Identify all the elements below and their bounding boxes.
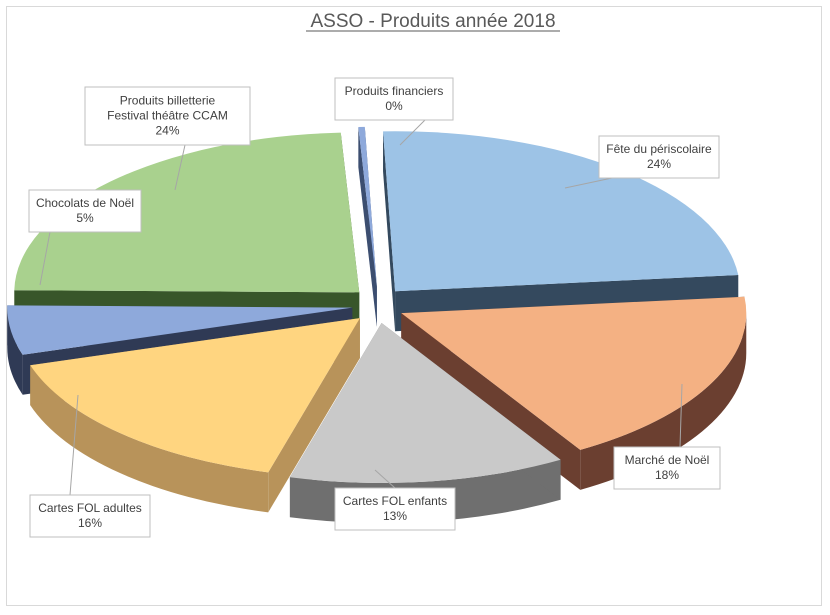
data-label-value-produits-billetterie-festival-theatre-ccam: 24% (155, 124, 179, 138)
data-label-name-produits-billetterie-festival-theatre-ccam-1: Festival théâtre CCAM (107, 109, 228, 123)
data-label-name-cartes-fol-adultes-0: Cartes FOL adultes (38, 501, 142, 515)
leader-lines (39, 119, 683, 496)
data-label-value-produits-financiers: 0% (385, 99, 403, 113)
data-label-name-chocolats-de-noel-0: Chocolats de Noël (36, 196, 134, 210)
callout-box-chocolats-de-noel (28, 189, 142, 233)
callout-box-cartes-fol-enfants (334, 487, 456, 531)
pie-tops (7, 126, 747, 484)
callout-box-produits-billetterie-festival-theatre-ccam (84, 86, 251, 146)
leader-line-cartes-fol-enfants (374, 469, 396, 489)
callout-box-produits-financiers (334, 77, 454, 121)
slice-chocolats-de-noel (7, 305, 353, 355)
data-label-name-produits-billetterie-festival-theatre-ccam-0: Produits billetterie (120, 94, 216, 108)
slice-produits-billetterie-festival-theatre-ccam (14, 132, 360, 293)
slice-cartes-fol-enfants (289, 323, 561, 484)
leader-line-produits-financiers (399, 119, 426, 146)
data-label-name-fete-du-periscolaire-0: Fête du périscolaire (606, 142, 712, 156)
slice-side-cartes-fol-adultes (30, 365, 269, 513)
slice-cartes-fol-adultes (30, 318, 360, 473)
leader-line-fete-du-periscolaire (564, 177, 613, 189)
chart-title-group: ASSO - Produits année 2018 (306, 11, 560, 32)
slice-side-chocolats-de-noel (7, 307, 23, 395)
slice-cut-produits-financiers-start (358, 127, 377, 327)
leader-line-chocolats-de-noel (39, 231, 51, 286)
leader-line-cartes-fol-adultes (69, 394, 79, 496)
data-label-value-fete-du-periscolaire: 24% (647, 157, 671, 171)
data-label-value-cartes-fol-enfants: 13% (383, 509, 407, 523)
data-label-value-marche-de-noel: 18% (655, 468, 679, 482)
slice-cut-fete-du-periscolaire-start (383, 131, 396, 332)
callout-box-marche-de-noel (613, 446, 721, 490)
chart-title: ASSO - Produits année 2018 (310, 11, 555, 32)
data-label-name-produits-financiers-0: Produits financiers (345, 84, 444, 98)
data-label-name-marche-de-noel-0: Marché de Noël (625, 453, 710, 467)
leader-line-marche-de-noel (679, 383, 683, 448)
slice-produits-financiers (358, 126, 377, 287)
data-label-name-cartes-fol-enfants-0: Cartes FOL enfants (343, 494, 447, 508)
callout-box-cartes-fol-adultes (29, 494, 151, 538)
slice-marche-de-noel (401, 296, 747, 450)
slice-cut-cartes-fol-adultes-start (268, 318, 360, 513)
callout-box-fete-du-periscolaire (598, 135, 720, 179)
data-label-value-chocolats-de-noel: 5% (76, 211, 94, 225)
slice-side-marche-de-noel (580, 313, 747, 490)
leader-line-produits-billetterie-festival-theatre-ccam (174, 144, 186, 191)
slice-fete-du-periscolaire (383, 131, 739, 292)
data-label-value-cartes-fol-adultes: 16% (78, 516, 102, 530)
